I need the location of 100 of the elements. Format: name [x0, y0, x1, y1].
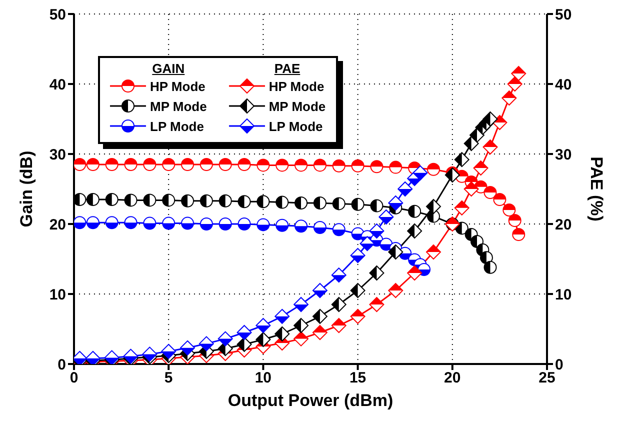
point	[484, 260, 497, 274]
point	[198, 336, 214, 352]
point	[369, 297, 384, 312]
point	[312, 283, 328, 298]
point	[408, 204, 422, 218]
point	[370, 199, 384, 212]
x-tick-label: 15	[349, 370, 366, 387]
point	[313, 196, 326, 210]
point	[464, 182, 479, 196]
x-tick-label: 5	[164, 370, 173, 387]
point	[407, 224, 422, 238]
point	[236, 336, 252, 352]
point	[143, 216, 156, 230]
point	[508, 214, 522, 227]
point	[332, 197, 346, 210]
point	[256, 318, 271, 333]
y-tick-label: 20	[49, 216, 66, 234]
point	[389, 160, 402, 174]
point	[369, 224, 384, 238]
point	[161, 344, 176, 359]
annotation: GAIN	[151, 61, 186, 76]
point	[388, 283, 404, 298]
point	[484, 186, 497, 199]
point	[331, 297, 346, 312]
point	[74, 158, 86, 171]
point	[370, 160, 384, 174]
point	[256, 195, 270, 208]
point	[200, 194, 213, 208]
point	[332, 159, 346, 172]
y2-axis-title: PAE (%)	[586, 156, 606, 222]
point	[294, 158, 308, 172]
point	[511, 66, 526, 81]
legend-label: HP Mode	[150, 78, 206, 94]
point	[274, 308, 290, 324]
point	[412, 165, 428, 180]
point	[331, 268, 346, 283]
point	[407, 266, 422, 280]
legend-label: MP Mode	[268, 98, 326, 114]
y-tick-label: 10	[49, 286, 66, 304]
point	[276, 158, 289, 172]
point	[512, 228, 526, 241]
point	[181, 194, 194, 208]
point	[369, 266, 384, 280]
point	[351, 159, 364, 172]
point	[143, 194, 156, 207]
point	[313, 221, 326, 234]
point	[294, 196, 308, 210]
point	[502, 204, 516, 216]
point	[218, 158, 232, 171]
point	[360, 236, 375, 252]
point	[294, 318, 309, 333]
legend-label: MP Mode	[150, 98, 207, 114]
point	[426, 199, 441, 214]
x-tick-label: 0	[70, 370, 78, 387]
point	[482, 140, 498, 154]
point	[162, 194, 176, 207]
point	[464, 136, 479, 151]
point	[124, 158, 138, 171]
point	[238, 218, 251, 230]
point	[350, 248, 366, 263]
legend-label: HP Mode	[268, 78, 324, 94]
point	[162, 216, 176, 230]
point	[274, 326, 290, 342]
point	[143, 158, 156, 171]
point	[200, 158, 213, 171]
point	[331, 318, 346, 333]
point	[238, 195, 251, 208]
point	[218, 218, 232, 230]
point	[444, 168, 460, 182]
point	[350, 283, 366, 298]
point	[238, 158, 251, 171]
y-tick-label: 50	[49, 6, 66, 24]
point	[74, 193, 86, 206]
y2-tick-label: 20	[555, 216, 572, 234]
point	[378, 210, 394, 224]
point	[388, 244, 404, 260]
point	[180, 340, 196, 356]
point	[388, 196, 404, 210]
point	[482, 112, 498, 126]
point	[350, 308, 366, 324]
y2-tick-label: 0	[555, 356, 564, 374]
point	[493, 193, 506, 206]
point	[294, 331, 309, 346]
point	[124, 216, 138, 230]
point	[105, 158, 118, 171]
y2-tick-label: 30	[555, 146, 572, 164]
point	[86, 216, 100, 230]
y-tick-label: 30	[49, 146, 66, 164]
point	[426, 162, 440, 176]
point	[294, 297, 309, 312]
point	[200, 218, 213, 230]
legend-label: LP Mode	[150, 118, 204, 134]
point	[470, 235, 484, 248]
point	[454, 200, 470, 216]
x-axis-title: Output Power (dBm)	[228, 391, 394, 410]
point	[256, 218, 270, 232]
point	[454, 152, 470, 168]
point	[351, 198, 364, 211]
point	[276, 218, 289, 232]
x-tick-label: 25	[538, 370, 556, 387]
